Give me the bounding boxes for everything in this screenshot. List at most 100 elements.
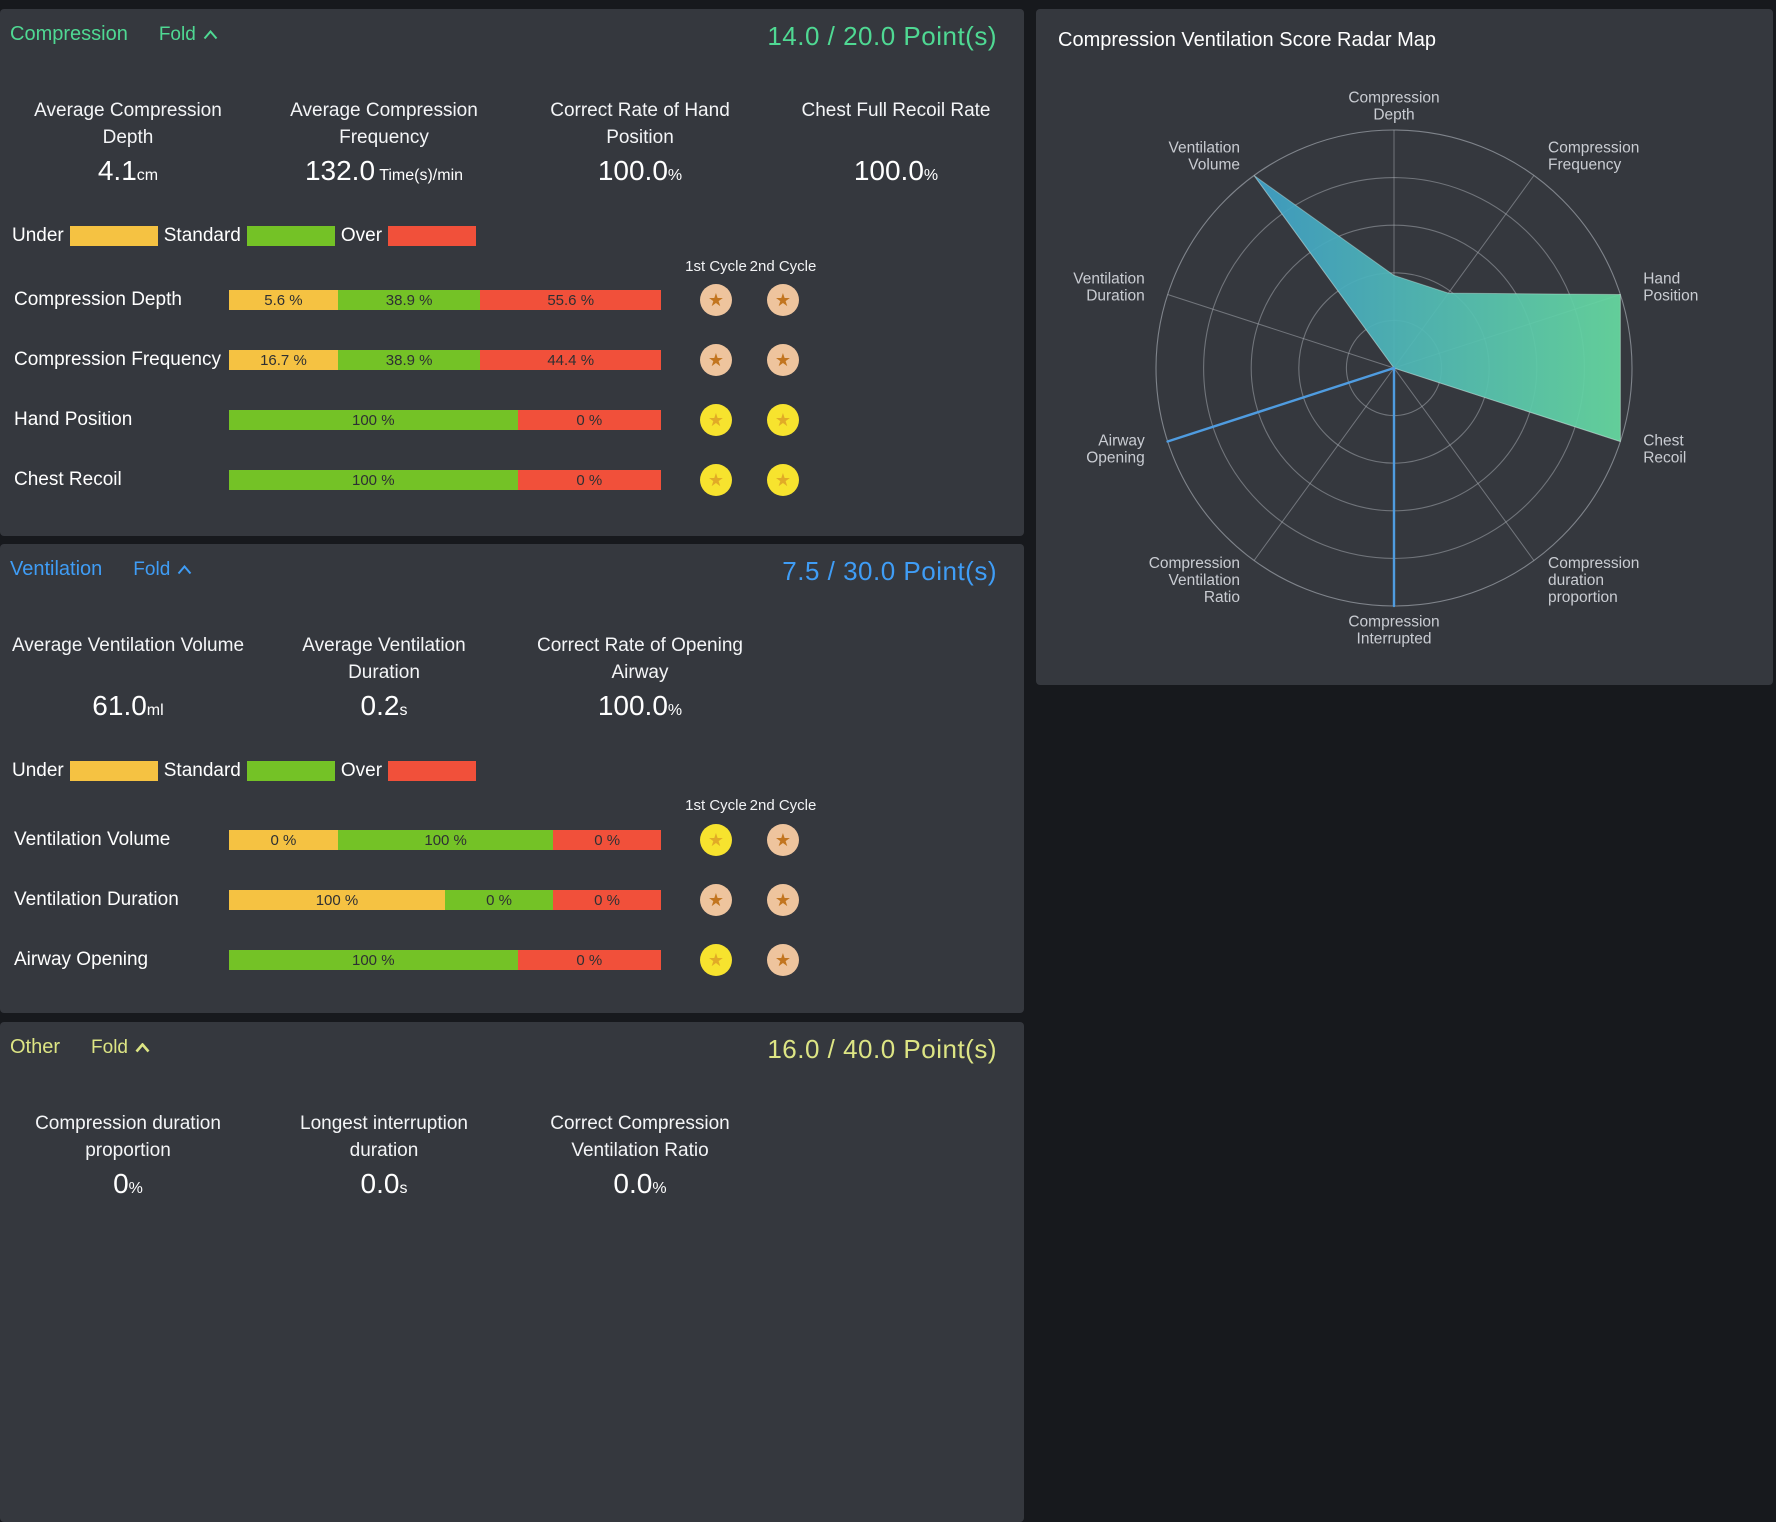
legend-over-label: Over [340, 225, 383, 246]
other-header: Other Fold [10, 1036, 150, 1059]
star-icon: ★ [707, 890, 725, 910]
radar-chart: Compression Depth Compression Frequency Hand… [1073, 90, 1698, 648]
cycle-1-header: 1st Cycle [685, 258, 747, 275]
legend-under-label: Under [12, 760, 64, 781]
other-title: Other [10, 1036, 61, 1058]
stat-compression-ventilation-ratio: Correct Compression Ventilation Ratio 0.0… [550, 1113, 730, 1199]
radar-chart-title: Compression Ventilation Score Radar Map [1058, 29, 1436, 51]
fold-label: Fold [91, 1036, 128, 1058]
legend-over-chip [388, 226, 477, 246]
star-icon: ★ [774, 890, 792, 910]
stacked-bar: 0 % 100 % 0 % [229, 830, 661, 850]
stat-opening-airway-rate: Correct Rate of Opening Airway 100.0% [537, 635, 743, 721]
ventilation-score: 7.5 / 30.0 Point(s) [782, 556, 997, 586]
other-fold-button[interactable]: Fold [91, 1037, 150, 1059]
medal-icon: ★ [700, 824, 732, 856]
compression-legend: Under Standard Over [12, 225, 482, 247]
ventilation-header: Ventilation Fold [10, 558, 192, 581]
stat-avg-compression-frequency: Average Compression Frequency 132.0 Time(… [290, 100, 478, 186]
stat-longest-interruption-duration: Longest interruption duration 0.0s [300, 1113, 468, 1199]
medal-icon: ★ [700, 344, 732, 376]
medal-icon: ★ [700, 404, 732, 436]
stacked-bar: 16.7 % 38.9 % 44.4 % [229, 350, 661, 370]
legend-under-chip [69, 761, 158, 781]
cycle-2-header: 2nd Cycle [749, 258, 817, 275]
other-stats: Compression duration proportion 0% Longes… [0, 1110, 1024, 1200]
other-score: 16.0 / 40.0 Point(s) [767, 1034, 997, 1064]
stacked-bar: 100 % 0 % [229, 470, 661, 490]
compression-score: 14.0 / 20.0 Point(s) [767, 21, 997, 51]
cycle-1-header: 1st Cycle [685, 797, 747, 814]
legend-standard-label: Standard [163, 760, 241, 781]
stacked-bar: 100 % 0 % [229, 950, 661, 970]
medal-icon: ★ [700, 284, 732, 316]
cycle-2-header: 2nd Cycle [749, 797, 817, 814]
stat-avg-compression-depth: Average Compression Depth 4.1cm [34, 100, 222, 186]
medal-icon: ★ [767, 464, 799, 496]
stat-avg-ventilation-volume: Average Ventilation Volume 61.0ml [11, 635, 245, 721]
stat-avg-ventilation-duration: Average Ventilation Duration 0.2s [302, 635, 466, 721]
compression-fold-button[interactable]: Fold [159, 24, 218, 46]
chevron-up-icon [178, 564, 192, 574]
star-icon: ★ [707, 290, 725, 310]
radar-panel: Compression Ventilation Score Radar Map … [1036, 9, 1773, 685]
meter-row-airway-opening: Airway Opening 100 % 0 % ★ ★ [0, 930, 1024, 990]
legend-over-chip [388, 761, 477, 781]
star-icon: ★ [707, 950, 725, 970]
ventilation-legend: Under Standard Over [12, 760, 482, 782]
compression-header: Compression Fold [10, 23, 218, 46]
legend-over-label: Over [340, 760, 383, 781]
legend-standard-label: Standard [163, 225, 241, 246]
star-icon: ★ [774, 830, 792, 850]
meter-row-ventilation-duration: Ventilation Duration 100 % 0 % 0 % ★ ★ [0, 870, 1024, 930]
meter-row-chest-recoil: Chest Recoil 100 % 0 % ★ ★ [0, 450, 1024, 510]
meter-row-compression-depth: Compression Depth 5.6 % 38.9 % 55.6 % ★ … [0, 270, 1024, 330]
stat-hand-position-rate: Correct Rate of Hand Position 100.0% [550, 100, 730, 186]
medal-icon: ★ [767, 344, 799, 376]
legend-under-label: Under [12, 225, 64, 246]
stacked-bar: 100 % 0 % 0 % [229, 890, 661, 910]
star-icon: ★ [774, 350, 792, 370]
chevron-up-icon [203, 29, 218, 39]
other-panel: Other Fold 16.0 / 40.0 Point(s) Compress… [0, 1022, 1024, 1522]
medal-icon: ★ [767, 404, 799, 436]
star-icon: ★ [707, 470, 725, 490]
meter-row-ventilation-volume: Ventilation Volume 0 % 100 % 0 % ★ ★ [0, 810, 1024, 870]
compression-title: Compression [10, 23, 128, 45]
cpr-score-dashboard: { "panels": { "compression": { "title": … [0, 9, 1773, 1522]
fold-label: Fold [158, 23, 196, 45]
ventilation-panel: Ventilation Fold 7.5 / 30.0 Point(s) Ave… [0, 544, 1024, 1013]
medal-icon: ★ [700, 944, 732, 976]
star-icon: ★ [707, 410, 725, 430]
legend-under-chip [69, 226, 158, 246]
meter-row-compression-frequency: Compression Frequency 16.7 % 38.9 % 44.4… [0, 330, 1024, 390]
fold-label: Fold [133, 558, 171, 580]
compression-stats: Average Compression Depth 4.1cm Average C… [0, 97, 1024, 187]
legend-standard-chip [246, 226, 335, 246]
star-icon: ★ [774, 470, 792, 490]
star-icon: ★ [707, 830, 725, 850]
medal-icon: ★ [767, 824, 799, 856]
ventilation-title: Ventilation [10, 558, 103, 580]
legend-standard-chip [246, 761, 335, 781]
medal-icon: ★ [767, 284, 799, 316]
stacked-bar: 5.6 % 38.9 % 55.6 % [229, 290, 661, 310]
meter-row-hand-position: Hand Position 100 % 0 % ★ ★ [0, 390, 1024, 450]
ventilation-fold-button[interactable]: Fold [133, 559, 192, 581]
medal-icon: ★ [700, 464, 732, 496]
medal-icon: ★ [767, 944, 799, 976]
star-icon: ★ [774, 410, 792, 430]
stat-chest-recoil-rate: Chest Full Recoil Rate 100.0% [801, 100, 991, 186]
star-icon: ★ [774, 290, 792, 310]
star-icon: ★ [707, 350, 725, 370]
stacked-bar: 100 % 0 % [229, 410, 661, 430]
ventilation-stats: Average Ventilation Volume 61.0ml Averag… [0, 632, 1024, 722]
chevron-up-icon [135, 1042, 150, 1052]
